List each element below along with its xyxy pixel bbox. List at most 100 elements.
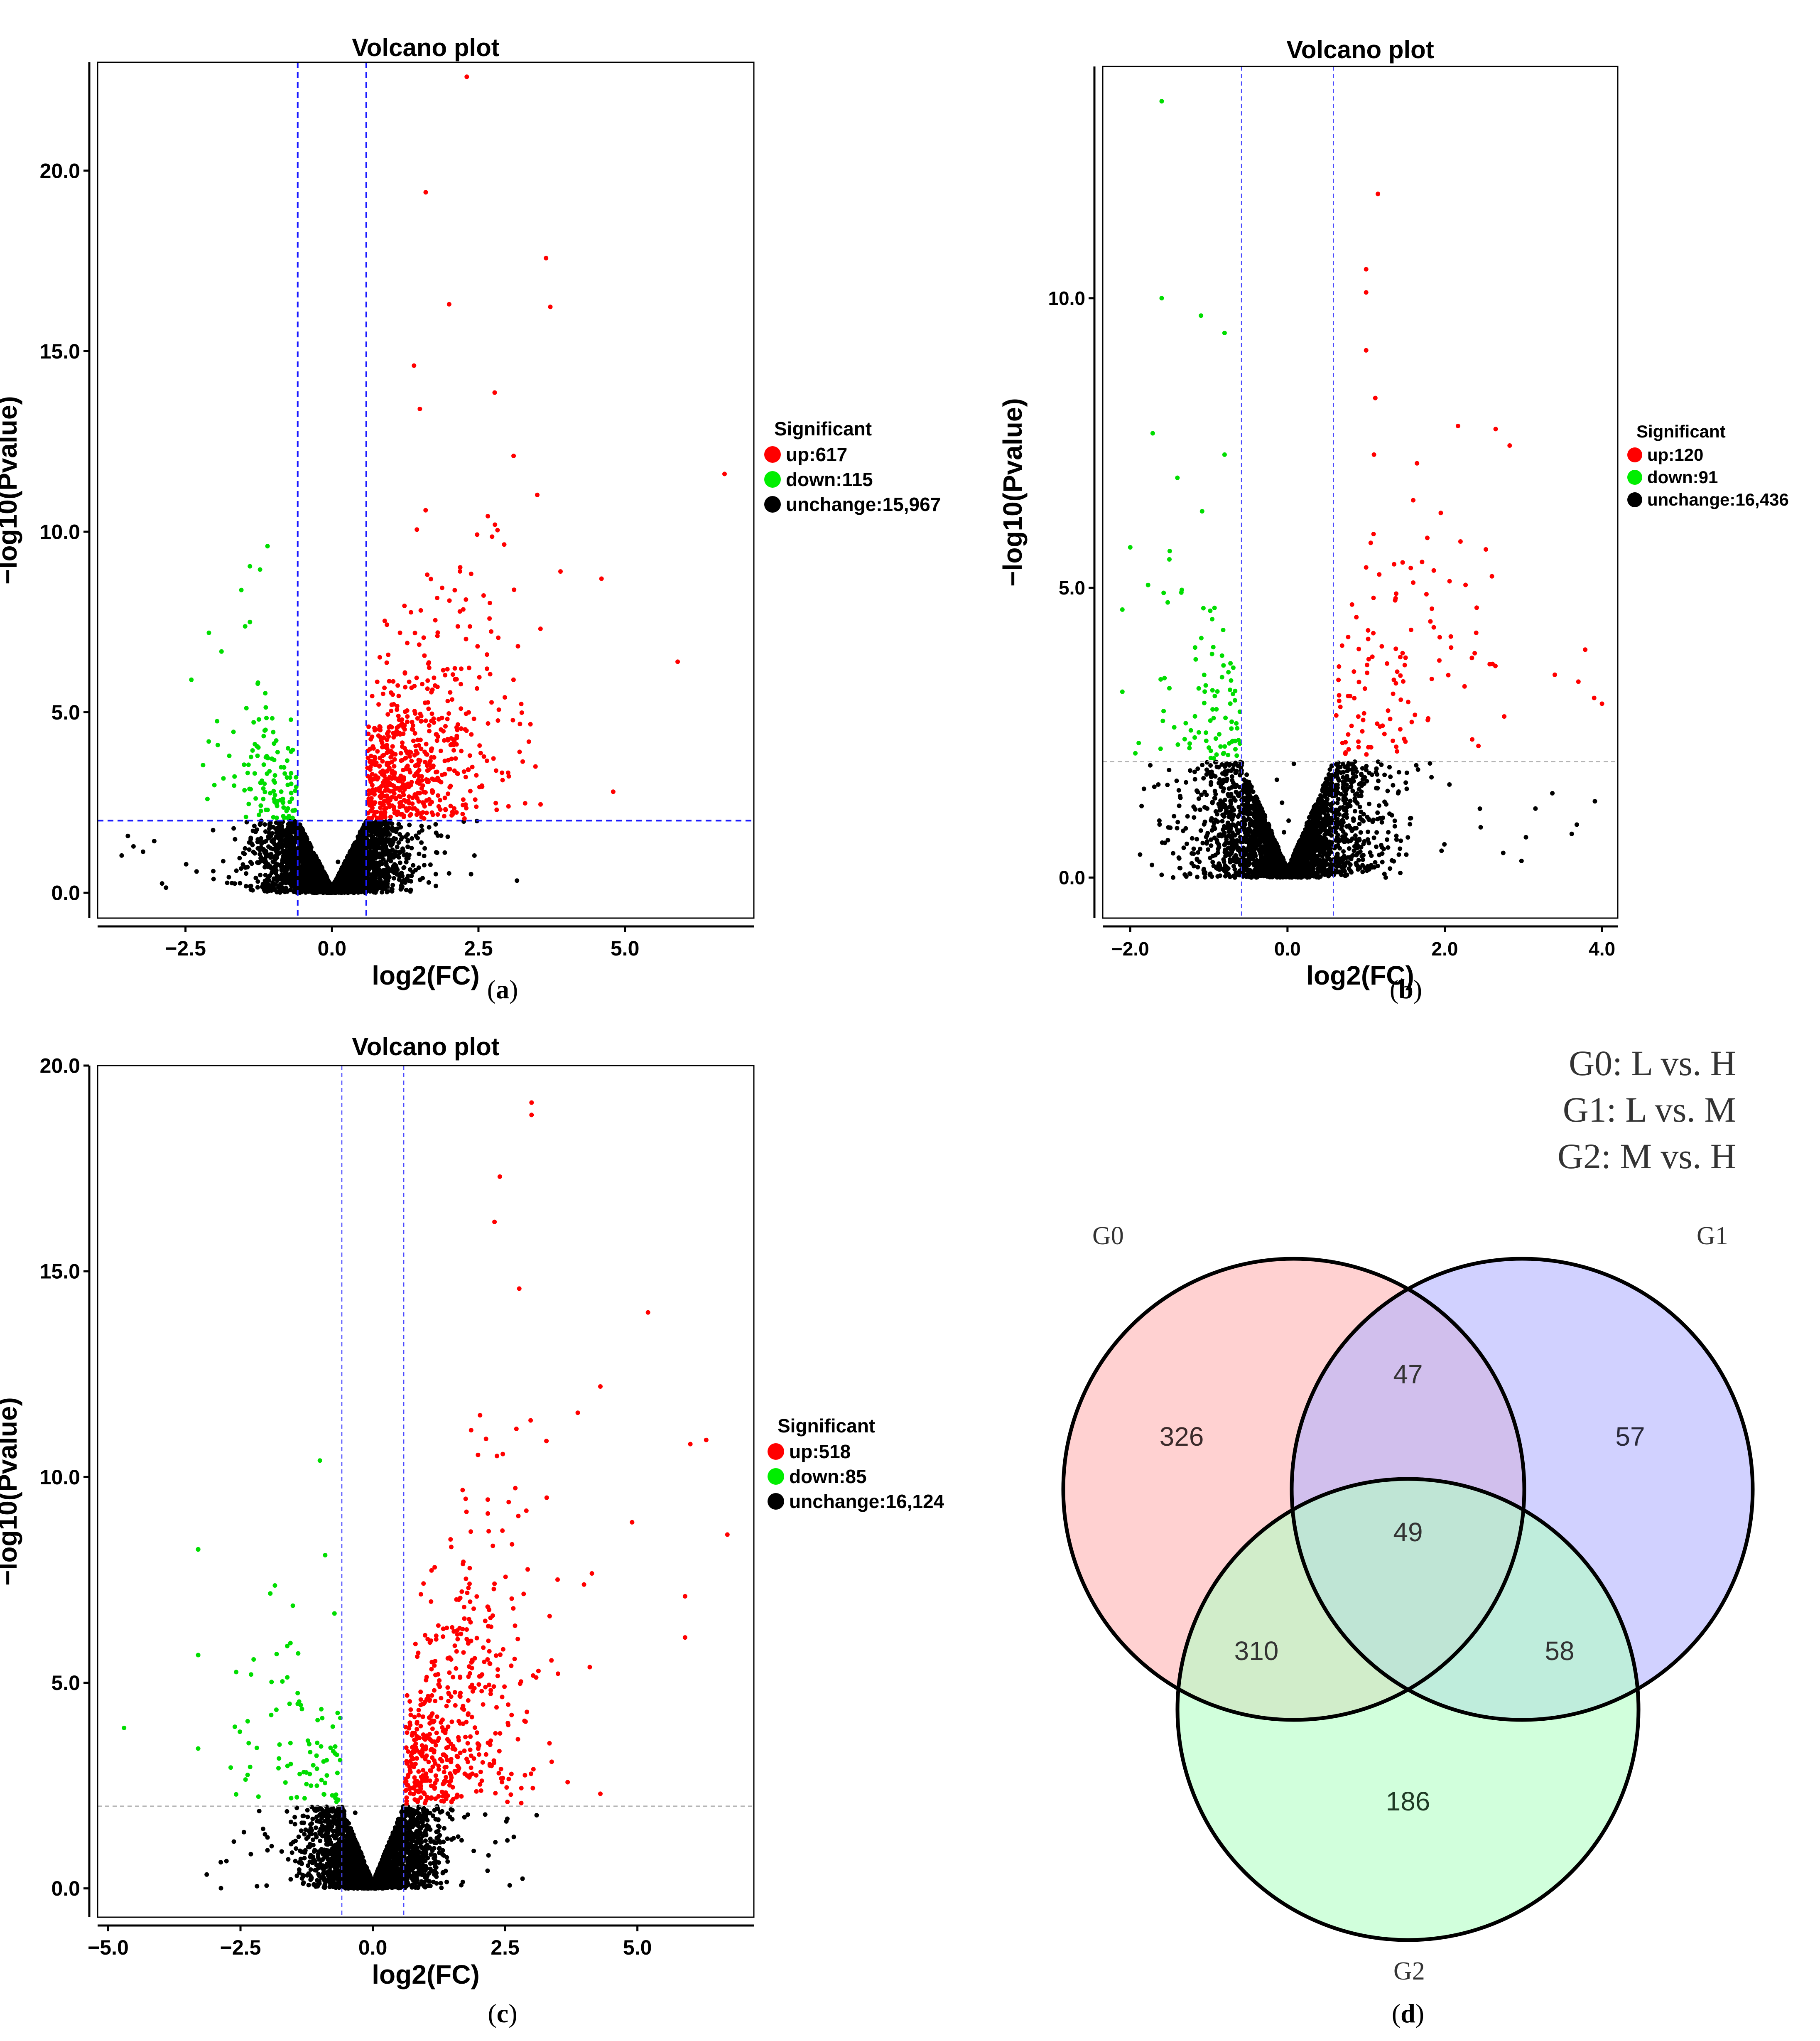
down-point [267,769,272,774]
down-point [263,705,268,710]
up-point [480,783,484,788]
up-point [388,724,392,729]
unchanged-point [239,866,243,871]
up-point [378,735,383,739]
unchanged-point [330,886,335,891]
unchanged-point [410,836,414,841]
up-point [372,726,377,730]
unchanged-point [384,844,388,849]
up-point [437,804,441,809]
up-point [456,624,460,629]
unchanged-point [243,865,248,870]
down-point [262,781,267,786]
unchanged-point [248,836,253,840]
up-point [368,747,372,752]
down-point [250,748,255,753]
unchanged-point [312,872,316,876]
unchanged-point [1357,822,1361,826]
down-point [248,564,252,569]
up-point [461,803,465,807]
up-point-extreme [417,407,422,411]
up-point [512,587,516,592]
unchanged-point [1190,851,1194,856]
up-point [427,660,431,665]
up-point [424,742,429,747]
up-point [391,735,396,739]
up-point [449,736,454,741]
down-point [293,788,297,793]
down-point [242,762,246,767]
unchanged-point [378,852,383,857]
up-point [443,673,447,678]
up-point [373,755,377,759]
unchanged-point [1209,843,1213,848]
up-point [454,810,459,815]
unchanged-point [271,860,275,864]
unchanged-point [391,840,395,844]
up-point [402,604,407,608]
down-point [290,815,295,820]
unchanged-point [238,881,242,886]
up-point [459,706,463,711]
unchanged-point [251,829,255,833]
up-point [417,791,422,796]
unchanged-point [1364,764,1369,769]
down-point [215,719,219,724]
unchanged-point [292,855,297,859]
up-point [401,777,406,782]
unchanged-point [255,885,260,890]
unchanged-point [415,836,420,840]
up-point [503,695,507,700]
down-point [285,775,289,780]
up-point [510,718,515,722]
down-point [285,815,290,820]
up-point [449,742,454,746]
up-point [493,391,497,395]
up-point [393,776,397,781]
unchanged-point [280,886,285,890]
x-tick-label: 0.0 [318,937,347,960]
up-point-extreme [722,472,727,476]
unchanged-point [361,857,366,862]
up-point [469,732,473,737]
unchanged-point [373,890,378,895]
unchanged-point [247,847,252,852]
up-point [452,588,457,592]
unchanged-point [297,826,302,830]
unchanged-point [1182,845,1186,850]
unchanged-point [383,868,387,872]
up-point [432,720,436,725]
up-point-extreme [447,302,451,307]
unchanged-point [233,881,237,886]
unchanged-point [417,830,422,835]
up-point [443,796,447,800]
up-point [423,790,428,795]
up-point [373,787,378,792]
up-point [432,675,436,680]
up-point [520,710,524,715]
unchanged-point [358,833,362,837]
up-point [478,751,483,755]
up-point [418,738,423,742]
unchanged-point [378,860,383,865]
up-point [388,815,393,819]
up-point [425,752,429,757]
down-point [289,796,294,801]
up-point [372,759,377,764]
up-point [454,725,459,730]
unchanged-point [273,865,278,870]
unchanged-point [249,884,253,888]
down-point [261,786,266,791]
unchanged-point [349,889,353,894]
down-point [245,771,250,775]
unchanged-point [270,887,274,891]
unchanged-point [434,884,438,888]
up-point-extreme [511,454,516,458]
unchanged-point [125,834,130,838]
down-point [289,749,294,754]
up-point [475,532,479,537]
up-point-extreme [611,789,616,794]
unchanged-point [211,828,216,833]
unchanged-point [252,824,257,828]
unchanged-point [343,860,347,865]
